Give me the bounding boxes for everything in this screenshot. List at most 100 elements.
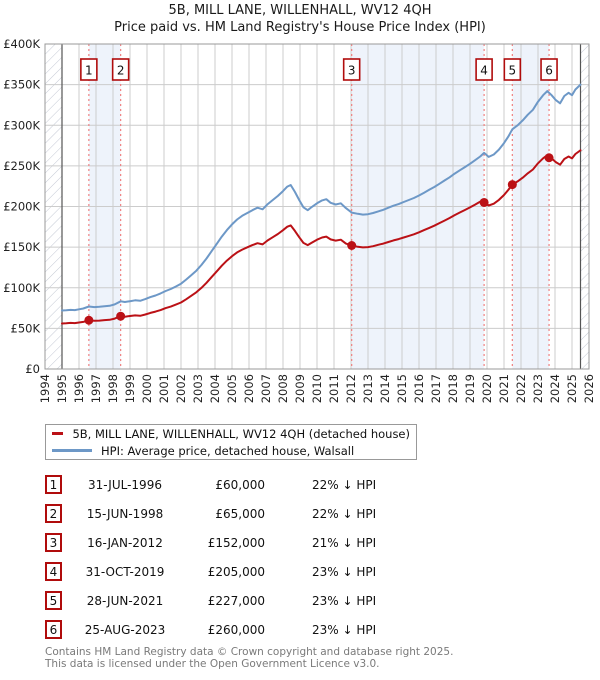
x-tick-label: 2026	[582, 374, 596, 403]
x-tick-label: 2019	[463, 374, 477, 403]
table-row: 5 28-JUN-2021 £227,000 23% ↓ HPI	[45, 586, 565, 615]
sale-vs-hpi: 23% ↓ HPI	[312, 593, 377, 608]
sale-number-box-label: 1	[85, 64, 93, 78]
sale-marker-dot	[544, 153, 554, 163]
sale-price: £260,000	[207, 622, 265, 637]
sale-price: £205,000	[207, 564, 265, 579]
x-tick-label: 2025	[565, 374, 579, 403]
sale-number-box-label: 4	[480, 64, 488, 78]
sale-date: 25-AUG-2023	[84, 622, 166, 637]
sale-price: £227,000	[207, 593, 265, 608]
x-tick-label: 2001	[157, 374, 171, 403]
sale-marker-dot	[479, 197, 489, 207]
x-tick-label: 1997	[89, 374, 103, 403]
x-tick-label: 2021	[497, 374, 511, 403]
x-tick-label: 1996	[72, 374, 86, 403]
x-tick-label: 2016	[412, 374, 426, 403]
sale-number-box	[503, 58, 522, 81]
sale-number-badge: 6	[45, 620, 62, 639]
sale-number-box-label: 5	[509, 64, 517, 78]
x-tick-label: 2000	[140, 374, 154, 403]
x-tick-label: 2023	[531, 374, 545, 403]
x-tick-label: 2004	[208, 374, 222, 403]
sale-number-box-label: 6	[545, 64, 553, 78]
x-tick-label: 2011	[327, 374, 341, 403]
y-tick-label: £0	[25, 362, 40, 376]
table-row: 1 31-JUL-1996 £60,000 22% ↓ HPI	[45, 470, 565, 499]
sale-marker-dot	[507, 180, 517, 190]
legend-label-property: 5B, MILL LANE, WILLENHALL, WV12 4QH (det…	[72, 426, 410, 441]
license-footer-line2: This data is licensed under the Open Gov…	[45, 658, 380, 670]
sale-number-cell: 2	[45, 504, 70, 523]
x-tick-label: 2002	[174, 374, 188, 403]
x-tick-label: 2012	[344, 374, 358, 403]
x-tick-label: 2017	[429, 374, 443, 403]
table-row: 3 16-JAN-2012 £152,000 21% ↓ HPI	[45, 528, 565, 557]
table-row: 2 15-JUN-1998 £65,000 22% ↓ HPI	[45, 499, 565, 528]
sale-number-cell: 5	[45, 591, 70, 610]
sale-date: 15-JUN-1998	[86, 506, 164, 521]
table-row: 6 25-AUG-2023 £260,000 23% ↓ HPI	[45, 615, 565, 644]
y-tick-label: £400K	[3, 37, 40, 51]
x-axis-tick-labels: 1994 1995 1996 1997 1998 1999 2000 2001 2002 2003…	[38, 374, 596, 403]
y-tick-label: £150K	[3, 240, 40, 254]
table-row: 4 31-OCT-2019 £205,000 23% ↓ HPI	[45, 557, 565, 586]
license-footer: Contains HM Land Registry data © Crown c…	[45, 646, 453, 670]
sale-markers	[84, 153, 554, 325]
sale-number-box-label: 2	[117, 64, 125, 78]
property-price-line	[61, 149, 582, 325]
y-axis-tick-labels: £0 £50K £100K £150K £200K £250K £300K £350K £400…	[3, 37, 40, 376]
y-tick-label: £200K	[3, 200, 40, 214]
sale-price: £65,000	[215, 506, 265, 521]
sale-number-badge: 5	[45, 591, 62, 610]
gridlines	[44, 43, 590, 370]
x-tick-label: 2010	[310, 374, 324, 403]
x-tick-label: 2008	[276, 374, 290, 403]
x-tick-label: 2005	[225, 374, 239, 403]
sale-number-cell: 1	[45, 475, 70, 494]
sale-vs-hpi: 23% ↓ HPI	[312, 622, 377, 637]
x-tick-label: 2007	[259, 374, 273, 403]
legend-item-property: 5B, MILL LANE, WILLENHALL, WV12 4QH (det…	[52, 427, 410, 441]
x-tick-label: 2003	[191, 374, 205, 403]
x-tick-label: 2022	[514, 374, 528, 403]
sale-number-cell: 3	[45, 533, 70, 552]
x-tick-label: 2006	[242, 374, 256, 403]
sale-date: 31-OCT-2019	[85, 564, 165, 579]
sale-date: 28-JUN-2021	[86, 593, 164, 608]
sale-price: £152,000	[207, 535, 265, 550]
x-tick-label: 2020	[480, 374, 494, 403]
sale-number-badge: 3	[45, 533, 62, 552]
x-tick-label: 1994	[38, 374, 52, 403]
plot-border	[44, 43, 590, 370]
page-subtitle: Price paid vs. HM Land Registry's House …	[114, 20, 486, 35]
y-tick-label: £50K	[11, 321, 41, 335]
legend-item-hpi: HPI: Average price, detached house, Wals…	[52, 444, 410, 458]
sale-number-badge: 1	[45, 475, 62, 494]
y-tick-label: £300K	[3, 118, 40, 132]
page-title: 5B, MILL LANE, WILLENHALL, WV12 4QH	[168, 3, 432, 18]
sale-number-box	[540, 58, 558, 81]
x-tick-label: 2009	[293, 374, 307, 403]
sale-number-badge: 2	[45, 504, 62, 523]
sale-vs-hpi: 22% ↓ HPI	[312, 477, 377, 492]
x-tick-label: 1998	[106, 374, 120, 403]
sale-number-box	[342, 58, 361, 81]
price-history-chart: 1 2 3 4 5 6 £0 £50K £100K £150K £200K £250K £300K £35…	[3, 37, 596, 403]
x-tick-label: 1995	[55, 374, 69, 403]
sales-table: 1 31-JUL-1996 £60,000 22% ↓ HPI 2 15-JUN-1998…	[45, 470, 565, 644]
sale-number-cell: 4	[45, 562, 70, 581]
y-tick-label: £350K	[3, 78, 40, 92]
y-tick-label: £100K	[3, 281, 40, 295]
license-footer-line1: Contains HM Land Registry data © Crown c…	[45, 646, 454, 658]
sale-number-box	[111, 58, 130, 81]
sale-vs-hpi: 21% ↓ HPI	[312, 535, 377, 550]
sale-number-badge: 4	[45, 562, 62, 581]
sale-marker-dot	[347, 241, 357, 250]
sale-marker-dot	[84, 315, 94, 325]
sale-marker-dot	[116, 311, 126, 321]
legend-line-sample-blue	[52, 449, 92, 452]
x-tick-label: 2024	[548, 374, 562, 403]
chart-legend: 5B, MILL LANE, WILLENHALL, WV12 4QH (det…	[45, 424, 417, 460]
